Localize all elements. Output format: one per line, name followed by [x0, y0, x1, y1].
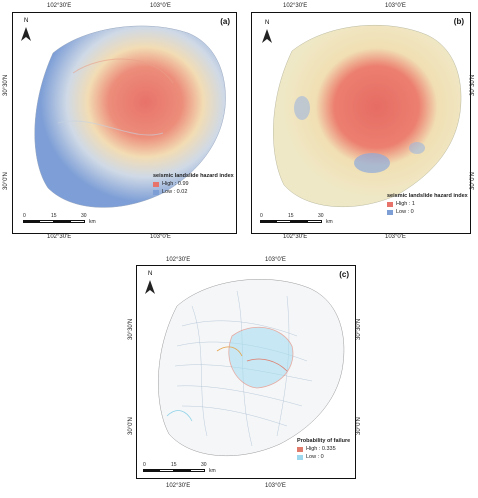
scale-unit: km: [89, 219, 96, 225]
right-tick-c-2: 30°0'N: [356, 417, 362, 435]
north-label-a: N: [24, 18, 29, 24]
scale-tick: 30: [201, 462, 207, 468]
north-arrow-c: N: [145, 271, 159, 298]
top-tick-c-2: 103°0'E: [265, 257, 286, 263]
legend-low-a: Low : 0.02: [162, 189, 188, 195]
right-tick-b-1: 30°30'N: [470, 74, 476, 96]
scale-bar-b: 0 15 30 km: [260, 213, 340, 225]
scale-tick: 15: [51, 213, 57, 219]
legend-b: seismic landslide hazard index High : 1 …: [387, 193, 468, 215]
panel-label-a: (a): [220, 17, 230, 26]
scale-tick: 0: [143, 462, 146, 468]
failure-probability-map-c: [158, 279, 345, 457]
top-tick-c-1: 102°30'E: [166, 257, 191, 263]
north-arrow-icon: [145, 280, 155, 294]
scale-bar-c: 0 15 30 km: [143, 462, 223, 474]
north-arrow-a: N: [21, 18, 35, 45]
legend-title-b: seismic landslide hazard index: [387, 193, 468, 199]
scale-tick: 0: [23, 213, 26, 219]
legend-title-c: Probability of failure: [297, 438, 351, 444]
legend-high-a: High : 0.99: [162, 181, 189, 187]
map-panel-c: (c) N Probability of failure High : 0.33…: [136, 265, 356, 479]
map-panel-a: (a) N seismic landslide hazard index Hig…: [12, 12, 237, 234]
scale-tick: 0: [260, 213, 263, 219]
scale-tick: 15: [288, 213, 294, 219]
left-tick-a-1: 30°30'N: [3, 74, 9, 96]
right-tick-c-1: 30°30'N: [356, 318, 362, 340]
north-label-c: N: [148, 271, 153, 277]
hazard-map-a: [34, 25, 226, 208]
north-arrow-icon: [21, 27, 31, 41]
scale-tick: 30: [318, 213, 324, 219]
scale-unit: km: [326, 219, 333, 225]
left-tick-a-2: 30°0'N: [3, 172, 9, 190]
legend-c: Probability of failure High : 0.335 Low …: [297, 438, 350, 460]
legend-a: seismic landslide hazard index High : 0.…: [153, 173, 234, 195]
legend-high-swatch: [297, 446, 303, 452]
right-tick-b-2: 30°0'N: [470, 172, 476, 190]
scale-tick: 15: [171, 462, 177, 468]
hazard-map-b: [273, 24, 462, 208]
legend-low-swatch: [297, 454, 303, 460]
scale-tick: 30: [81, 213, 87, 219]
bottom-tick-a-1: 102°30'E: [47, 234, 72, 240]
bottom-tick-c-2: 103°0'E: [265, 483, 286, 489]
bottom-tick-b-2: 103°0'E: [385, 234, 406, 240]
scale-bar-a: 0 15 30 km: [23, 213, 103, 225]
north-arrow-b: N: [262, 20, 276, 47]
map-panel-b: (b) N seismic landslide hazard index Hig…: [251, 12, 471, 234]
left-tick-c-1: 30°30'N: [128, 318, 134, 340]
legend-title-a: seismic landslide hazard index: [153, 173, 234, 179]
top-tick-b-2: 103°0'E: [385, 3, 406, 9]
north-label-b: N: [265, 20, 270, 26]
legend-high-swatch: [153, 181, 159, 187]
north-arrow-icon: [262, 29, 272, 43]
legend-low-b: Low : 0: [396, 209, 414, 215]
top-tick-a-1: 102°30'E: [47, 3, 72, 9]
left-tick-c-2: 30°0'N: [128, 417, 134, 435]
legend-low-swatch: [387, 209, 393, 215]
legend-high-c: High : 0.335: [306, 446, 336, 452]
legend-high-b: High : 1: [396, 201, 415, 207]
top-tick-a-2: 103°0'E: [150, 3, 171, 9]
legend-high-swatch: [387, 201, 393, 207]
bottom-tick-b-1: 102°30'E: [283, 234, 308, 240]
legend-low-swatch: [153, 189, 159, 195]
panel-label-b: (b): [453, 17, 464, 26]
scale-unit: km: [209, 468, 216, 474]
bottom-tick-a-2: 103°0'E: [150, 234, 171, 240]
panel-label-c: (c): [339, 270, 349, 279]
top-tick-b-1: 102°30'E: [283, 3, 308, 9]
legend-low-c: Low : 0: [306, 454, 324, 460]
bottom-tick-c-1: 102°30'E: [166, 483, 191, 489]
